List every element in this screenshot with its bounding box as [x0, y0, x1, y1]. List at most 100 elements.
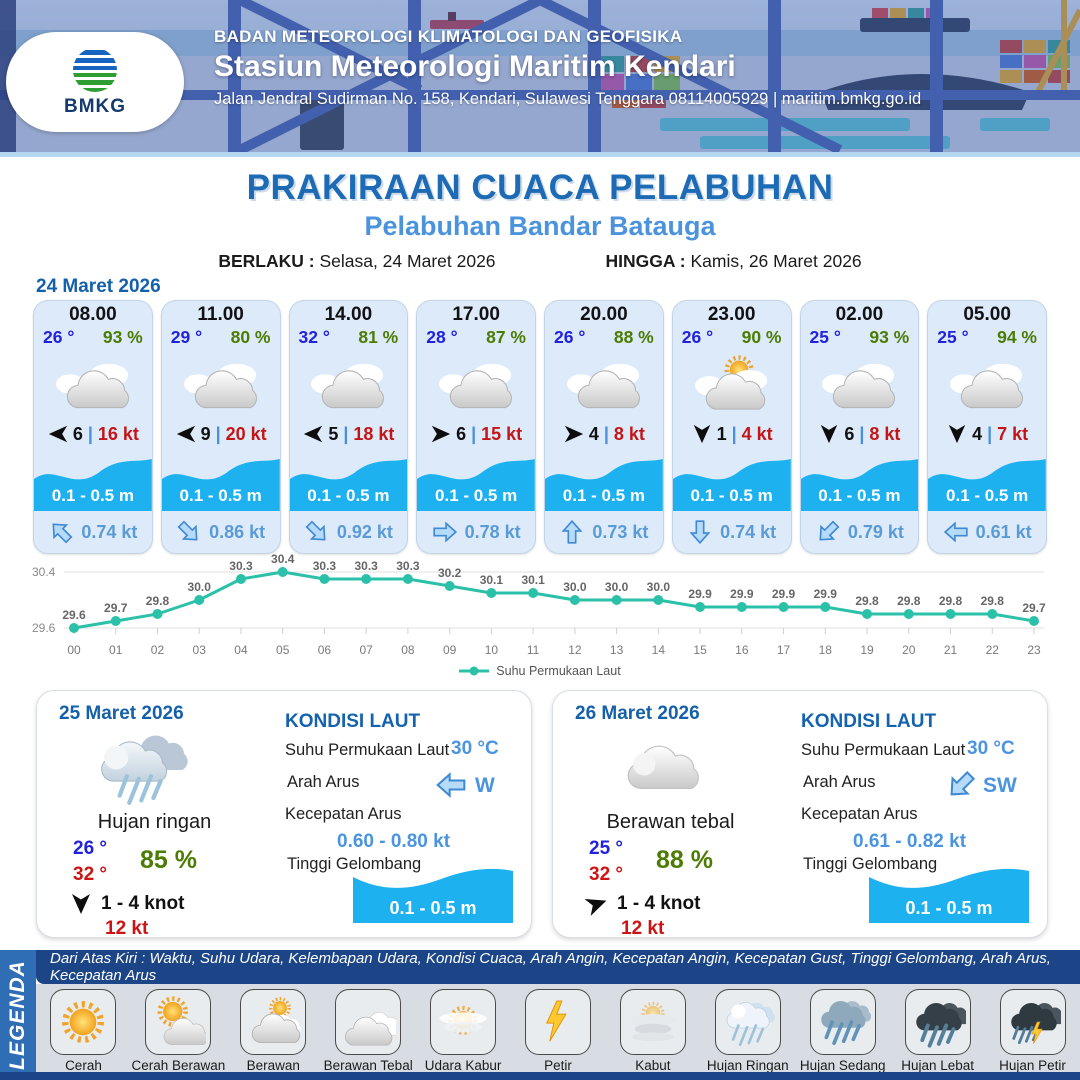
svg-text:30.1: 30.1	[480, 573, 504, 587]
legend-item: Cerah Berawan	[131, 989, 225, 1073]
temp-max: 32 °	[73, 864, 108, 885]
gust-speed: 4 kt	[741, 423, 773, 444]
wind-speed: 6	[844, 423, 855, 444]
svg-text:05: 05	[276, 643, 290, 657]
svg-text:30.4: 30.4	[271, 552, 295, 566]
air-temp: 28 °	[426, 327, 458, 347]
svg-text:29.7: 29.7	[1022, 601, 1046, 615]
sst-label: Suhu Permukaan Laut	[801, 741, 966, 759]
temp-min: 26 °	[73, 838, 108, 859]
legend-item: Udara Kabur	[417, 989, 509, 1073]
svg-text:22: 22	[986, 643, 1000, 657]
daily-card-26: 26 Maret 2026 Berawan tebal 25 ° 32 ° 88…	[552, 690, 1048, 939]
current-dir-label: Arah Arus	[803, 773, 876, 791]
svg-text:29.9: 29.9	[730, 587, 754, 601]
berlaku-value: Selasa, 24 Maret 2026	[319, 251, 496, 271]
svg-text:29.6: 29.6	[32, 621, 56, 635]
legend-sidebar: LEGENDA	[0, 950, 36, 1080]
current-direction-icon	[943, 767, 979, 803]
hujan-lebat-icon	[904, 989, 971, 1055]
svg-text:30.2: 30.2	[438, 566, 462, 580]
air-temp: 26 °	[681, 327, 714, 347]
legend-sidebar-label: LEGENDA	[6, 960, 29, 1070]
gust-speed: 18 kt	[353, 423, 395, 444]
wave-height: 0.1 - 0.5 m	[307, 486, 390, 505]
current-dir-value: SW	[983, 774, 1017, 797]
wave-height-value: 0.1 - 0.5 m	[389, 898, 477, 918]
svg-text:30.0: 30.0	[563, 580, 587, 594]
legend-item: Petir	[512, 989, 604, 1073]
svg-text:29.8: 29.8	[939, 594, 963, 608]
svg-text:11: 11	[527, 643, 540, 657]
sst-chart: 30.4 29.6 00 01 02 03 04 05 06 07 08 09 10 11 12 13 14 15…	[30, 552, 1050, 678]
svg-text:30.1: 30.1	[521, 573, 545, 587]
condition-text: Hujan ringan	[97, 811, 212, 833]
svg-text:14: 14	[652, 643, 666, 657]
wave-height-value: 0.1 - 0.5 m	[905, 898, 993, 918]
cloudy-icon	[545, 351, 663, 417]
bmkg-logo: BMKG	[6, 32, 184, 132]
humidity: 81 %	[358, 327, 399, 347]
current-speed: 0.86 kt	[209, 521, 266, 542]
cloudy-icon	[290, 351, 408, 417]
thick-cloud-icon	[593, 723, 723, 809]
separator: |	[87, 423, 93, 444]
forecast-card: 08.00 26 ° 93 % 6 | 16 kt 0.1 - 0.5 m 0.7…	[33, 300, 153, 554]
cloudy-icon	[928, 351, 1046, 417]
daily-card-25: 25 Maret 2026 Hujan ringan 26 ° 32 ° 85 …	[36, 690, 532, 939]
legend-marker-icon	[459, 666, 490, 676]
forecast-time: 20.00	[580, 304, 628, 325]
svg-text:02: 02	[151, 643, 165, 657]
svg-text:21: 21	[944, 643, 958, 657]
wave-height: 0.1 - 0.5 m	[690, 486, 773, 505]
hujan-ringan-icon	[714, 989, 781, 1055]
svg-text:16: 16	[735, 643, 749, 657]
current-direction-icon	[174, 517, 204, 547]
svg-text:07: 07	[359, 643, 373, 657]
forecast-card: 23.00 26 ° 90 % 1 | 4 kt 0.1 - 0.5 m 0.74…	[671, 300, 792, 554]
wave-graphic: 0.1 - 0.5 m	[289, 451, 408, 511]
gust-speed: 8 kt	[613, 423, 645, 444]
current-speed: 0.92 kt	[336, 521, 393, 542]
current-speed: 0.74 kt	[81, 521, 138, 542]
wave-graphic: 0.1 - 0.5 m	[417, 451, 535, 511]
wave-height: 0.1 - 0.5 m	[179, 486, 262, 505]
wind-direction-icon	[584, 892, 610, 916]
wind-direction-icon	[564, 425, 583, 443]
current-speed-label: Kecepatan Arus	[801, 805, 918, 823]
svg-text:29.8: 29.8	[897, 594, 921, 608]
forecast-time: 17.00	[452, 304, 500, 325]
svg-text:23: 23	[1027, 643, 1041, 657]
svg-text:03: 03	[193, 643, 207, 657]
svg-text:18: 18	[819, 643, 833, 657]
svg-text:19: 19	[860, 643, 874, 657]
forecast-time: 08.00	[69, 304, 117, 325]
wave-height: 0.1 - 0.5 m	[51, 486, 134, 505]
cerah-icon	[50, 989, 117, 1055]
temp-min: 25 °	[589, 838, 624, 859]
cloudy-icon	[801, 351, 919, 417]
current-speed: 0.79 kt	[847, 521, 904, 542]
current-direction-icon	[302, 517, 332, 547]
wave-graphic: 0.1 - 0.5 m	[672, 451, 791, 511]
current-direction-icon	[436, 773, 466, 797]
footer-bar	[0, 1072, 1080, 1080]
humidity: 94 %	[997, 327, 1037, 347]
legend-item: Berawan Tebal	[322, 989, 414, 1073]
current-speed-label: Kecepatan Arus	[285, 805, 402, 823]
svg-text:29.6: 29.6	[62, 608, 86, 622]
current-direction-icon	[943, 522, 968, 542]
page-title: PRAKIRAAN CUACA PELABUHAN	[246, 168, 834, 207]
condition-text: Berawan tebal	[606, 811, 735, 833]
humidity: 80 %	[230, 327, 271, 347]
air-temp: 26 °	[43, 327, 75, 347]
gust-speed: 12 kt	[621, 918, 665, 939]
humidity: 87 %	[486, 327, 526, 347]
station-address: Jalan Jendral Sudirman No. 158, Kendari,…	[214, 90, 922, 108]
wind-speed: 9	[200, 423, 211, 444]
current-direction-icon	[690, 520, 710, 544]
svg-text:30.3: 30.3	[396, 559, 420, 573]
separator: |	[603, 423, 609, 444]
wave-height: 0.1 - 0.5 m	[435, 486, 518, 505]
wind-speed: 6	[456, 423, 467, 444]
